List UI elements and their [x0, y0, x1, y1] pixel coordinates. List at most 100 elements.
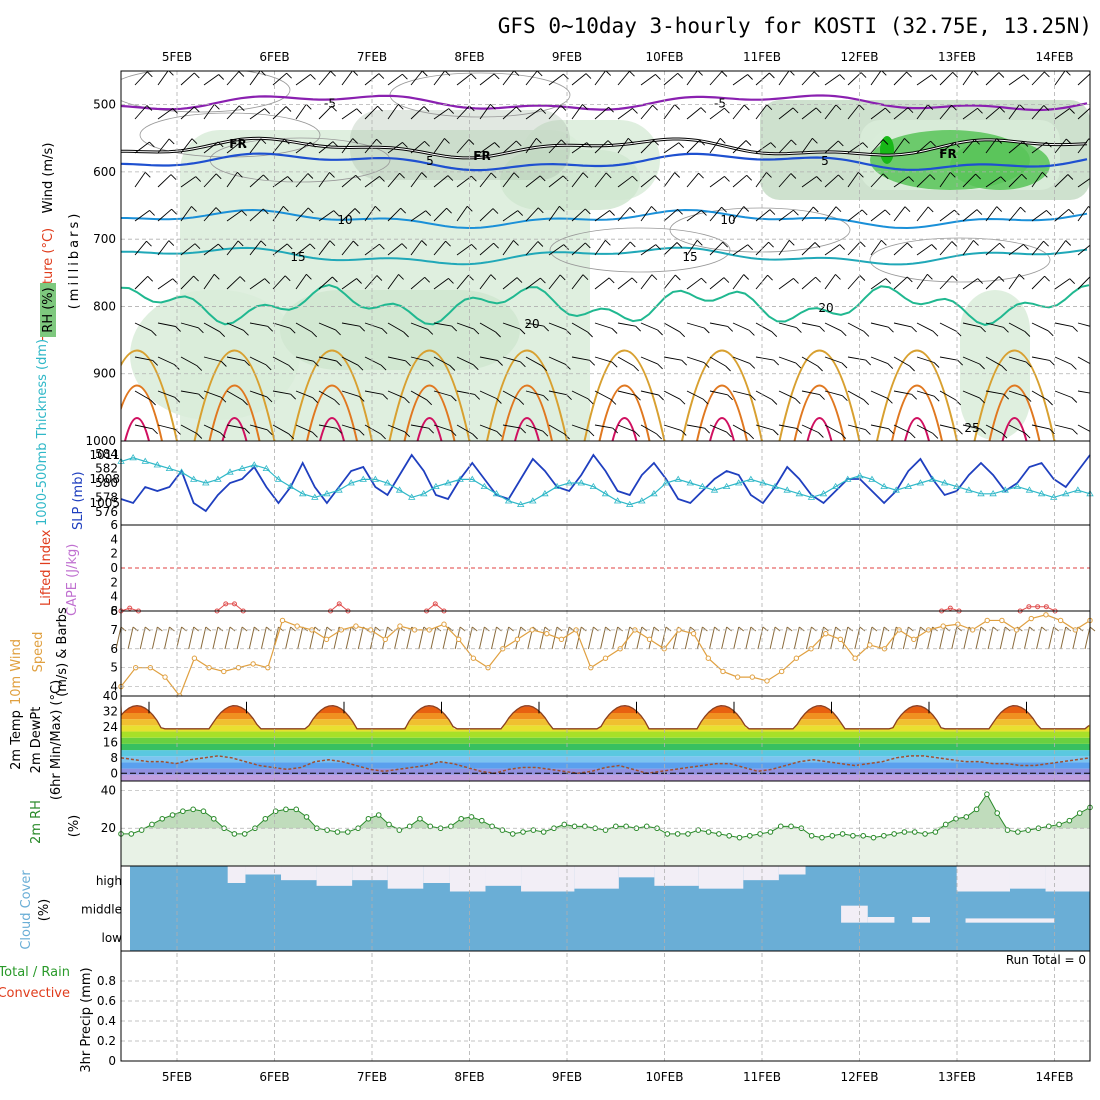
wind-barb-flag	[312, 431, 318, 438]
wind-barb	[479, 142, 495, 154]
isotherm-arch	[221, 417, 248, 441]
rh-contour-line	[549, 227, 731, 273]
wind10m-barb	[830, 626, 837, 650]
thickness-marker	[407, 493, 416, 500]
wind-barb	[962, 107, 978, 120]
wind-barb	[157, 174, 172, 188]
thickness-marker	[686, 479, 694, 486]
wind-barb-flag	[840, 330, 847, 337]
wind-barb	[778, 139, 792, 154]
wind-speed-marker	[602, 655, 609, 661]
wind-barb-flag	[727, 394, 733, 401]
thickness-marker	[214, 475, 222, 482]
wind-barb	[226, 141, 242, 154]
wind-barb	[203, 390, 222, 398]
wind-barb-flag	[906, 276, 913, 283]
rh-2m-panel	[118, 791, 1093, 866]
wind10m-barb-flag	[459, 626, 466, 632]
wind-barb-flag	[635, 325, 642, 332]
wind-barb-flag	[146, 240, 152, 247]
wind-barb-flag	[812, 137, 818, 144]
wind10m-barb-flag	[605, 626, 611, 632]
wind-barb	[226, 172, 238, 188]
wind-barb-flag	[1096, 394, 1100, 399]
lifted-index-axis-label: Lifted Index	[39, 529, 54, 606]
li-tick: 0	[110, 561, 118, 575]
wind-barb-flag	[537, 241, 544, 247]
wind-barb	[525, 175, 541, 188]
wind-speed-marker	[940, 623, 946, 629]
wind-barb	[134, 71, 148, 86]
wind10m-barb	[660, 626, 667, 650]
wind-barb-flag	[404, 397, 410, 404]
wind-barb	[778, 107, 794, 120]
wind-barb	[778, 322, 797, 329]
wind-barb	[985, 138, 998, 154]
date-label-top: 6FEB	[259, 50, 289, 64]
wind-speed-marker	[749, 674, 756, 680]
wind-barb-flag	[796, 327, 802, 333]
wind-barb	[1008, 356, 1027, 363]
wind-barb	[318, 240, 331, 256]
thickness-marker	[674, 475, 682, 482]
wind-barb-flag	[1044, 275, 1050, 282]
wind-barb-flag	[518, 399, 525, 405]
wind-barb	[686, 356, 705, 364]
wind-barb	[847, 142, 863, 154]
wind-barb	[663, 208, 678, 222]
wind-barb-flag	[404, 431, 411, 438]
wind-barb	[502, 172, 515, 188]
wind-barb	[272, 176, 288, 188]
isotherm-arch	[121, 349, 178, 441]
wind-barb	[295, 243, 311, 256]
wind-barb	[203, 322, 220, 333]
date-label-bottom: 10FEB	[646, 1070, 684, 1084]
wind-barb	[571, 390, 589, 400]
wind-barb	[663, 104, 676, 120]
wind-barb	[1077, 356, 1090, 365]
date-label-bottom: 12FEB	[841, 1070, 879, 1084]
wind-barb	[433, 322, 452, 327]
wind-barb-flag	[537, 207, 544, 214]
rh2m-marker	[200, 808, 207, 815]
wind-barb-flag	[1072, 326, 1078, 332]
wind10m-barb	[939, 626, 946, 650]
rh-shaded-region	[350, 110, 570, 180]
wind-barb-flag	[536, 137, 542, 144]
wind-barb	[341, 174, 356, 188]
wind-barb	[663, 242, 678, 256]
temp-tick: 40	[103, 689, 118, 703]
wind10m-barb-flag	[883, 626, 890, 632]
wind-barb-flag	[359, 325, 366, 332]
wind-barb-flag	[402, 142, 408, 148]
wind-barb-flag	[520, 427, 527, 434]
wind-barb-flag	[262, 208, 269, 215]
wind-barb	[939, 390, 956, 401]
isotherm-arch	[793, 384, 846, 441]
cloud-level-labels: high middle low	[81, 874, 122, 945]
wind-barb-flag	[749, 363, 756, 369]
wind-barb	[1031, 424, 1050, 430]
wind-barb-flag	[305, 103, 312, 110]
wind-barb-flag	[865, 359, 872, 366]
wind-speed-marker	[382, 636, 388, 643]
precip-tick: 0.8	[97, 974, 116, 988]
rh2m-marker	[716, 831, 722, 837]
wind-barb-flag	[490, 103, 496, 110]
wind-barb-flag	[611, 361, 618, 368]
temp-color-band	[121, 725, 1090, 732]
wind-barb	[249, 240, 262, 256]
wind-barb-flag	[651, 206, 657, 212]
wind-barb	[824, 356, 843, 364]
wind-barb-flag	[703, 362, 710, 368]
rh2m-marker	[736, 834, 743, 841]
dewpoint2m-axis-label: 2m DewPt	[29, 707, 44, 774]
wind-barb-flag	[194, 243, 201, 250]
rh2m-marker	[334, 829, 341, 835]
wind-barb	[180, 106, 195, 120]
wind-barb	[525, 138, 537, 154]
wind10m-barb	[636, 626, 643, 650]
precip-tick: 0.6	[97, 994, 116, 1008]
